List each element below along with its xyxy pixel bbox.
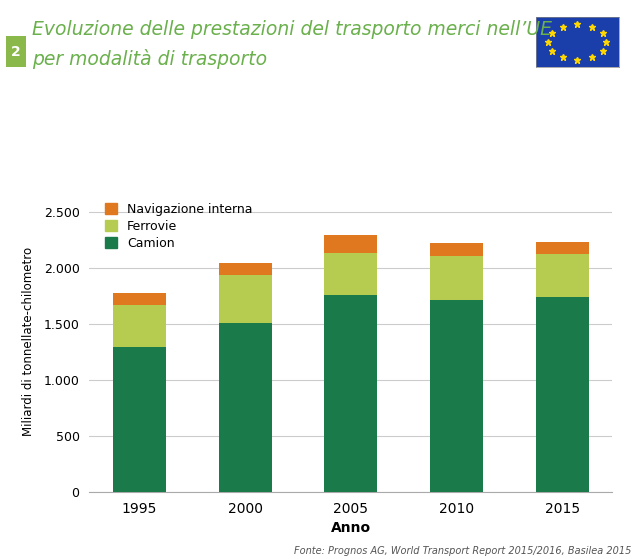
X-axis label: Anno: Anno (331, 521, 371, 535)
Bar (113, 347, 166, 492)
Legend: Navigazione interna, Ferrovie, Camion: Navigazione interna, Ferrovie, Camion (101, 200, 256, 253)
Bar (536, 297, 589, 492)
Text: Evoluzione delle prestazioni del trasporto merci nell’UE: Evoluzione delle prestazioni del traspor… (32, 20, 552, 39)
Bar (219, 275, 272, 323)
Text: Fonte: Prognos AG, World Transport Report 2015/2016, Basilea 2015: Fonte: Prognos AG, World Transport Repor… (294, 546, 632, 556)
Bar (113, 293, 166, 305)
Bar (536, 254, 589, 297)
Y-axis label: Miliardi di tonnellate-chilometro: Miliardi di tonnellate-chilometro (22, 247, 35, 435)
Text: per modalità di trasporto: per modalità di trasporto (32, 49, 267, 69)
Text: 2: 2 (11, 45, 21, 59)
Bar (430, 243, 483, 256)
Bar (325, 295, 377, 492)
Bar (219, 263, 272, 275)
Bar (325, 235, 377, 253)
Bar (430, 300, 483, 492)
Bar (325, 253, 377, 295)
Bar (219, 323, 272, 492)
Bar (113, 305, 166, 347)
Bar (536, 242, 589, 254)
Bar (430, 256, 483, 300)
